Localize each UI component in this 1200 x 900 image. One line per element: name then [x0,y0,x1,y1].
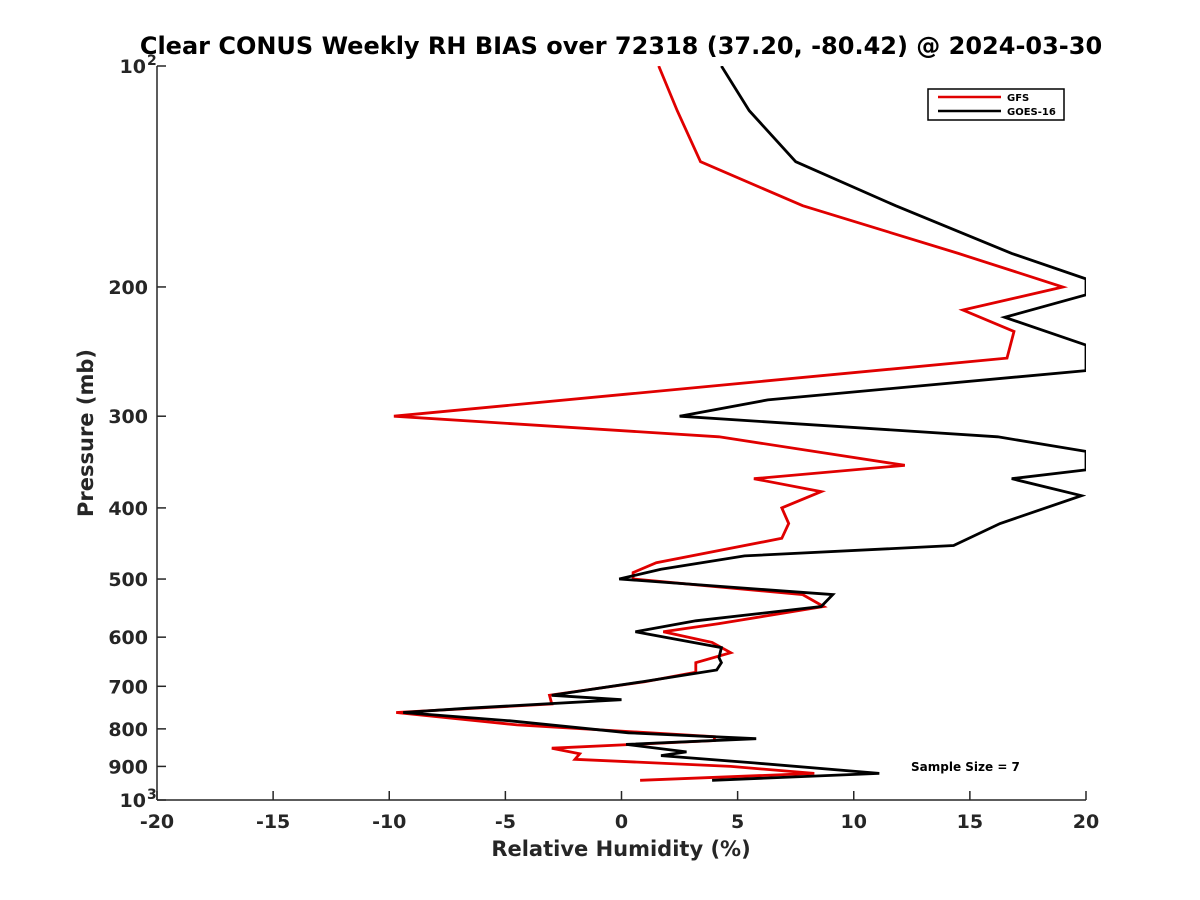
y-tick-label: 10 [120,790,146,812]
chart-title: Clear CONUS Weekly RH BIAS over 72318 (3… [140,32,1102,60]
y-tick-label: 10 [120,56,146,78]
y-tick-label: 700 [108,676,148,698]
legend-label-gfs: GFS [1007,93,1029,104]
x-tick-label: 20 [1073,811,1099,833]
y-tick-label: 800 [108,719,148,741]
y-tick-label: 200 [108,277,148,299]
y-tick-label: 300 [108,406,148,428]
x-tick-label: -15 [256,811,290,833]
x-tick-label: -10 [372,811,406,833]
y-tick-label: 400 [108,498,148,520]
x-tick-label: 0 [615,811,628,833]
x-tick-label: -20 [140,811,174,833]
y-axis-label: Pressure (mb) [74,349,98,517]
y-tick-label: 600 [108,627,148,649]
y-tick-exponent: 3 [147,787,157,803]
series-line-goes-16 [403,66,1086,782]
x-axis-label: Relative Humidity (%) [491,837,750,861]
series-line-gfs [393,66,1069,782]
legend: GFS GOES-16 [927,88,1065,121]
sample-size-annotation: Sample Size = 7 [911,760,1020,774]
x-tick-label: 5 [731,811,744,833]
y-tick-label: 900 [108,756,148,778]
x-tick-label: -5 [495,811,516,833]
x-tick-label: 15 [957,811,983,833]
legend-label-goes-16: GOES-16 [1007,107,1056,118]
y-tick-exponent: 2 [147,53,157,69]
series-layer [393,66,1086,782]
x-tick-label: 10 [841,811,867,833]
y-tick-label: 500 [108,569,148,591]
legend-box [927,88,1065,121]
